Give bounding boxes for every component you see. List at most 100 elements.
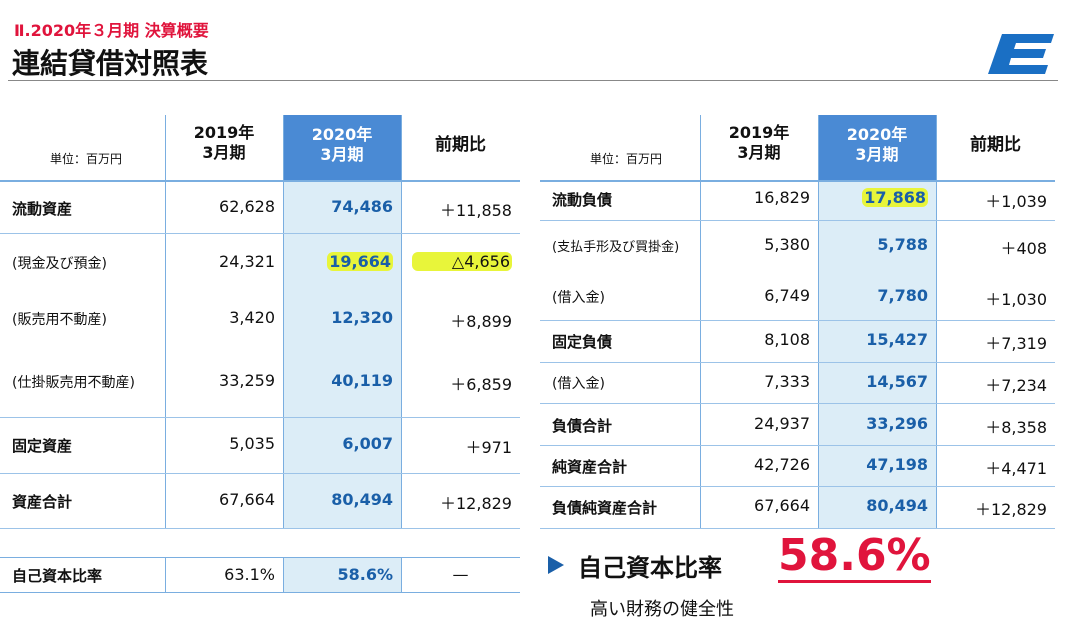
value-diff-cell: ＋12,829 (936, 496, 1047, 520)
row-label: 純資産合計 (552, 458, 628, 476)
header-divider (0, 180, 520, 182)
equity-ratio-note: 高い財務の健全性 (590, 599, 734, 620)
value-2020: 5,788 (877, 235, 928, 254)
row-label: (借入金) (552, 376, 605, 392)
title-divider (8, 80, 1058, 81)
row-divider (0, 528, 520, 529)
row-divider (540, 320, 1055, 321)
equity-ratio-value: 58.6% (778, 530, 931, 583)
column-divider (700, 115, 701, 528)
value-2020: 80,494 (866, 496, 928, 515)
row-label: 流動資産 (12, 200, 73, 218)
row-label: 負債合計 (552, 417, 613, 435)
arrow-bullet-icon (548, 556, 564, 574)
column-divider (401, 558, 402, 592)
value-2019: 67,664 (754, 496, 810, 515)
value-2020-cell: 12,320 (283, 308, 393, 327)
equity-row-2020-bg (283, 558, 401, 592)
value-diff: ＋6,859 (450, 375, 512, 394)
value-diff-cell: ＋8,358 (936, 414, 1047, 438)
value-2020: 12,320 (331, 308, 393, 327)
value-diff-cell: ＋8,899 (401, 308, 512, 332)
value-diff: ＋11,858 (440, 201, 512, 220)
liabilities-table-2020-column-bg (818, 180, 936, 528)
value-2020: 47,198 (866, 455, 928, 474)
value-2019: 8,108 (764, 330, 810, 349)
value-2019: 7,333 (764, 372, 810, 391)
assets-table-header-2020: 2020年 3月期 (283, 115, 401, 180)
liabilities-table-header-diff: 前期比 (970, 135, 1021, 155)
column-divider (165, 115, 166, 528)
value-2020: 17,868 (862, 188, 928, 207)
row-label: 資産合計 (12, 493, 73, 511)
row-divider (0, 592, 520, 593)
column-divider (283, 558, 284, 592)
value-diff-cell: ＋4,471 (936, 455, 1047, 479)
value-diff-cell: △4,656 (401, 252, 512, 271)
value-diff-cell: ＋7,319 (936, 330, 1047, 354)
value-diff: ＋12,829 (975, 500, 1047, 519)
row-divider (0, 473, 520, 474)
value-2020: 7,780 (877, 286, 928, 305)
value-diff: ＋7,319 (985, 334, 1047, 353)
row-label: 負債純資産合計 (552, 499, 658, 517)
value-diff-cell: ＋6,859 (401, 371, 512, 395)
row-label: (仕掛販売用不動産) (12, 375, 135, 391)
assets-table-header-2019: 2019年 3月期 (193, 123, 255, 162)
row-label: (借入金) (552, 290, 605, 306)
value-diff-cell: ＋11,858 (401, 197, 512, 221)
assets-table-2020-column-bg (283, 180, 401, 528)
equity-row-label: 自己資本比率 (12, 567, 103, 585)
value-2020-cell: 17,868 (818, 188, 928, 207)
column-divider (283, 115, 284, 528)
value-2020-cell: 80,494 (283, 490, 393, 509)
value-diff: ＋408 (1000, 239, 1047, 258)
value-2019: 24,321 (219, 252, 275, 271)
row-label: (販売用不動産) (12, 312, 107, 328)
value-2020: 6,007 (342, 434, 393, 453)
assets-table-unit-label: 単位：百万円 (50, 152, 123, 166)
row-label: (支払手形及び買掛金) (552, 240, 680, 255)
value-2019: 16,829 (754, 188, 810, 207)
value-diff-cell: ＋1,039 (936, 188, 1047, 212)
equity-row-2019: 63.1% (224, 565, 275, 584)
row-label: (現金及び預金) (12, 256, 107, 272)
equity-ratio-label: 自己資本比率 (578, 554, 722, 582)
value-2020-cell: 74,486 (283, 197, 393, 216)
value-2020-cell: 6,007 (283, 434, 393, 453)
value-2019: 6,749 (764, 286, 810, 305)
value-diff: ＋8,358 (985, 418, 1047, 437)
liabilities-table-unit-label: 単位：百万円 (590, 152, 663, 166)
value-2019: 24,937 (754, 414, 810, 433)
section-heading: Ⅱ.2020年３月期 決算概要 (14, 21, 209, 40)
row-divider (0, 557, 520, 558)
value-diff: ＋7,234 (985, 376, 1047, 395)
column-divider (401, 115, 402, 528)
value-diff: ＋971 (465, 438, 512, 457)
value-2020: 19,664 (327, 252, 393, 271)
row-divider (540, 220, 1055, 221)
row-label: 固定資産 (12, 437, 73, 455)
row-label: 流動負債 (552, 191, 613, 209)
value-diff: ＋8,899 (450, 312, 512, 331)
row-divider (540, 362, 1055, 363)
value-diff-cell: ＋12,829 (401, 490, 512, 514)
value-2020: 80,494 (331, 490, 393, 509)
value-2020: 14,567 (866, 372, 928, 391)
value-2019: 62,628 (219, 197, 275, 216)
page-title: 連結貸借対照表 (12, 47, 209, 80)
value-diff-cell: ＋408 (936, 235, 1047, 259)
row-divider (540, 486, 1055, 487)
value-2020-cell: 80,494 (818, 496, 928, 515)
column-divider (818, 115, 819, 528)
header-divider (540, 180, 1055, 182)
value-2019: 3,420 (229, 308, 275, 327)
value-2019: 5,380 (764, 235, 810, 254)
column-divider (936, 115, 937, 528)
value-2019: 42,726 (754, 455, 810, 474)
value-2019: 67,664 (219, 490, 275, 509)
value-2020-cell: 19,664 (283, 252, 393, 271)
row-divider (540, 445, 1055, 446)
value-2020-cell: 40,119 (283, 371, 393, 390)
value-2020-cell: 33,296 (818, 414, 928, 433)
